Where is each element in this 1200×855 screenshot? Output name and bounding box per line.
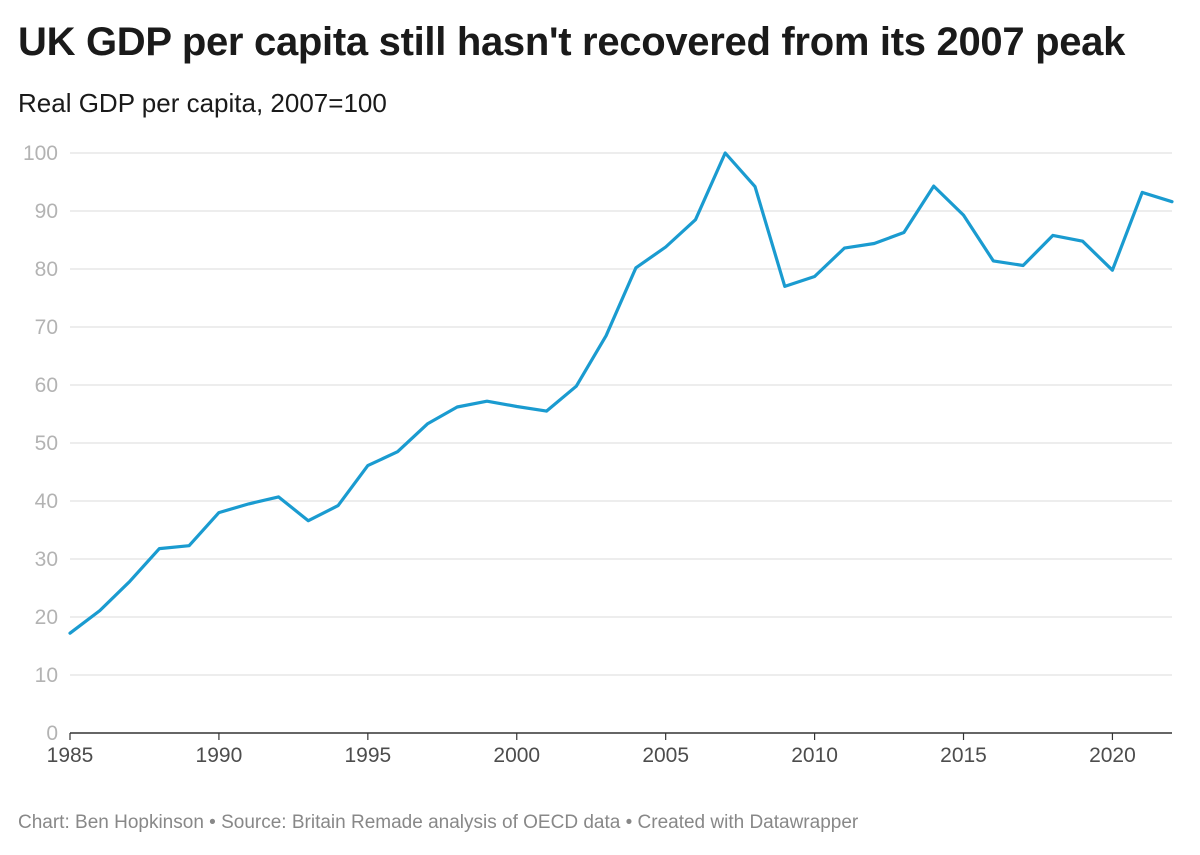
x-tick-label: 2010 (791, 744, 838, 767)
x-tick-label: 2000 (493, 744, 540, 767)
chart-subtitle: Real GDP per capita, 2007=100 (18, 88, 387, 118)
y-tick-label: 90 (35, 200, 58, 223)
chart-title: UK GDP per capita still hasn't recovered… (18, 20, 1126, 64)
series-line-gdp-per-capita (68, 151, 1174, 635)
series-layer (68, 151, 1174, 635)
x-tick-label: 2020 (1089, 744, 1136, 767)
source-credit: Source: Britain Remade analysis of OECD … (221, 812, 621, 833)
y-tick-label: 50 (35, 432, 58, 455)
gridlines (70, 152, 1172, 734)
y-tick-label: 80 (35, 258, 58, 281)
line-chart: 0 10 20 30 40 50 60 70 80 90 100 1985 1990 1995 2000 2… (23, 142, 1174, 767)
x-tick-label: 2005 (642, 744, 689, 767)
x-tick-label: 1995 (344, 744, 391, 767)
y-tick-label: 100 (23, 142, 58, 165)
footer-separator: • (203, 812, 222, 833)
y-axis-ticks: 0 10 20 30 40 50 60 70 80 90 100 (23, 142, 58, 745)
y-tick-label: 40 (35, 490, 58, 513)
x-axis-ticks: 1985 1990 1995 2000 2005 2010 2015 2020 (47, 733, 1136, 767)
x-tick-label: 1990 (196, 744, 243, 767)
chart-footer: Chart: Ben Hopkinson • Source: Britain R… (18, 812, 858, 834)
x-tick-label: 2015 (940, 744, 987, 767)
y-tick-label: 10 (35, 664, 58, 687)
y-tick-label: 0 (46, 722, 58, 745)
y-tick-label: 70 (35, 316, 58, 339)
datawrapper-credit: Created with Datawrapper (637, 812, 859, 833)
x-tick-label: 1985 (47, 744, 94, 767)
y-tick-label: 30 (35, 548, 58, 571)
chart-credit: Chart: Ben Hopkinson (18, 812, 204, 833)
footer-separator: • (620, 812, 638, 833)
y-tick-label: 60 (35, 374, 58, 397)
y-tick-label: 20 (35, 606, 58, 629)
